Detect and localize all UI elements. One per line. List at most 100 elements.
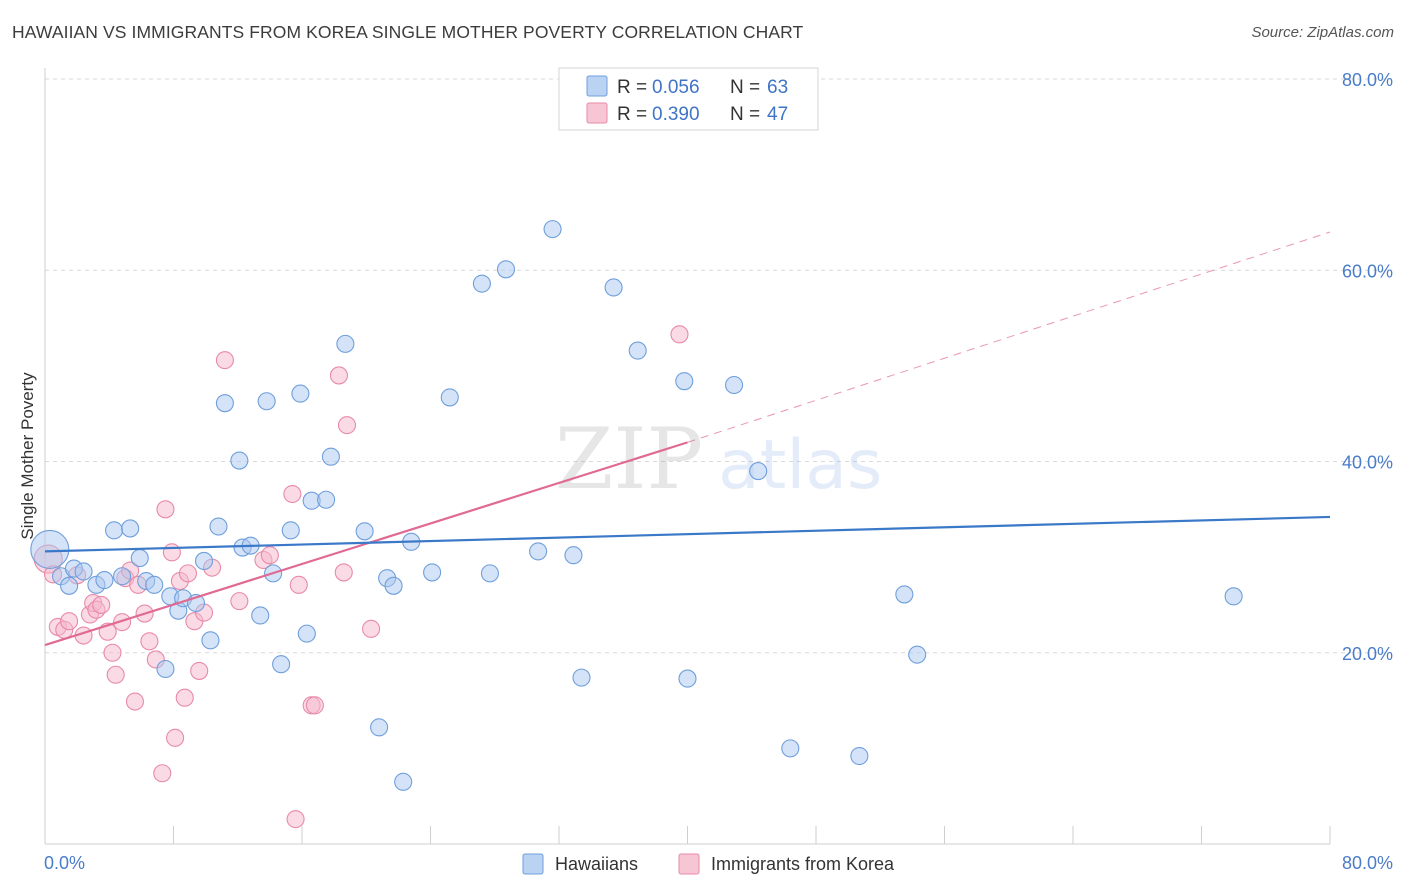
hawaiian-point	[384, 576, 403, 595]
hawaiian-point	[628, 341, 647, 360]
korea-point	[162, 543, 181, 562]
hawaiian-point	[725, 375, 744, 395]
legend-top: R = 0.056 N = 63 R = 0.390 N = 47	[558, 67, 819, 131]
x-tick-label-max: 80.0%	[1342, 853, 1393, 873]
hawaiian-point	[156, 659, 175, 679]
hawaiian-point	[895, 585, 914, 604]
hawaiian-point	[496, 260, 516, 279]
x-tick-label-min: 0.0%	[44, 853, 85, 873]
korea-point	[190, 661, 209, 680]
korea-point	[125, 692, 144, 711]
y-axis-label: Single Mother Poverty	[18, 372, 37, 540]
hawaiian-trend-line	[44, 515, 1331, 553]
korea-point	[289, 575, 308, 594]
korea-point	[106, 665, 125, 684]
legend-bottom-swatch-hawaiian	[522, 853, 544, 875]
hawaiian-point	[781, 739, 800, 758]
trend-lines	[44, 231, 1331, 647]
hawaiian-point	[145, 575, 164, 594]
korea-point	[362, 619, 381, 638]
legend-bottom-hawaiian: Hawaiians	[555, 854, 638, 874]
hawaiian-point	[251, 606, 270, 625]
hawaiian-point	[604, 278, 623, 297]
hawaiian-point	[74, 562, 93, 581]
hawaiian-point	[336, 334, 355, 353]
legend-n-value-2: 47	[767, 104, 788, 125]
hawaiian-point	[908, 645, 927, 664]
korea-point	[92, 595, 111, 614]
korea-point	[670, 325, 689, 344]
watermark-atlas: atlas	[718, 426, 882, 505]
legend-r-label-2: R =	[617, 104, 647, 125]
hawaiian-point	[317, 490, 336, 509]
korea-point	[260, 546, 279, 565]
hawaiian-point	[440, 388, 459, 407]
series-korea-points	[33, 325, 689, 829]
korea-point	[230, 592, 249, 611]
legend-bottom-korea: Immigrants from Korea	[711, 854, 895, 874]
hawaiian-point	[321, 447, 340, 466]
hawaiian-point	[529, 542, 548, 561]
hawaiian-point	[749, 462, 768, 481]
korea-point	[334, 563, 353, 582]
korea-trend-extension	[687, 231, 1331, 443]
hawaiian-point	[564, 546, 583, 565]
hawaiian-point	[572, 668, 591, 687]
chart-title: HAWAIIAN VS IMMIGRANTS FROM KOREA SINGLE…	[12, 22, 804, 42]
hawaiian-point	[1224, 587, 1243, 606]
hawaiian-point	[209, 517, 228, 536]
hawaiian-point	[60, 576, 79, 595]
legend-r-label-1: R =	[617, 77, 647, 98]
watermark: ZIP atlas	[555, 410, 882, 508]
korea-point	[166, 728, 185, 747]
hawaiian-point	[480, 564, 499, 583]
hawaiian-point	[472, 274, 491, 293]
korea-point	[283, 484, 302, 504]
korea-point	[113, 613, 132, 632]
legend-swatch-korea	[586, 102, 608, 124]
axes: 0.0% 80.0%	[44, 68, 1393, 873]
legend-n-value-1: 63	[767, 77, 788, 98]
hawaiian-point	[30, 529, 70, 570]
korea-point	[175, 688, 194, 707]
legend-bottom-swatch-korea	[678, 853, 700, 875]
source-label: Source: ZipAtlas.com	[1251, 24, 1394, 41]
hawaiian-point	[194, 551, 214, 571]
korea-point	[153, 764, 172, 783]
hawaiian-point	[370, 718, 389, 737]
korea-point	[215, 351, 234, 370]
legend-n-label-1: N =	[730, 77, 760, 98]
legend-swatch-hawaiian	[586, 75, 608, 97]
hawaiian-point	[297, 624, 316, 643]
hawaiian-point	[678, 669, 697, 688]
grid: 20.0% 40.0% 60.0% 80.0%	[45, 70, 1393, 664]
korea-point	[286, 810, 305, 829]
hawaiian-point	[394, 772, 413, 791]
hawaiian-point	[281, 521, 300, 540]
korea-point	[60, 612, 79, 631]
legend-r-value-2: 0.390	[652, 104, 700, 125]
korea-point	[329, 366, 348, 385]
legend-bottom: Hawaiians Immigrants from Korea	[522, 853, 895, 875]
hawaiian-point	[423, 563, 442, 582]
hawaiian-point	[121, 519, 140, 538]
hawaiian-point	[272, 655, 291, 674]
hawaiian-point	[257, 392, 276, 411]
hawaiian-point	[230, 451, 249, 470]
korea-point	[156, 500, 175, 519]
hawaiian-point	[113, 567, 132, 586]
hawaiian-point	[105, 521, 124, 540]
legend-n-label-2: N =	[730, 104, 760, 125]
korea-point	[103, 643, 122, 662]
hawaiian-point	[850, 746, 869, 766]
korea-point	[178, 564, 198, 583]
hawaiian-point	[201, 631, 220, 650]
hawaiian-point	[215, 394, 234, 413]
korea-point	[140, 632, 159, 651]
y-tick-label: 20.0%	[1342, 644, 1393, 664]
korea-point	[337, 416, 357, 435]
legend-r-value-1: 0.056	[652, 77, 700, 98]
hawaiian-point	[543, 220, 562, 239]
hawaiian-point	[355, 522, 374, 541]
